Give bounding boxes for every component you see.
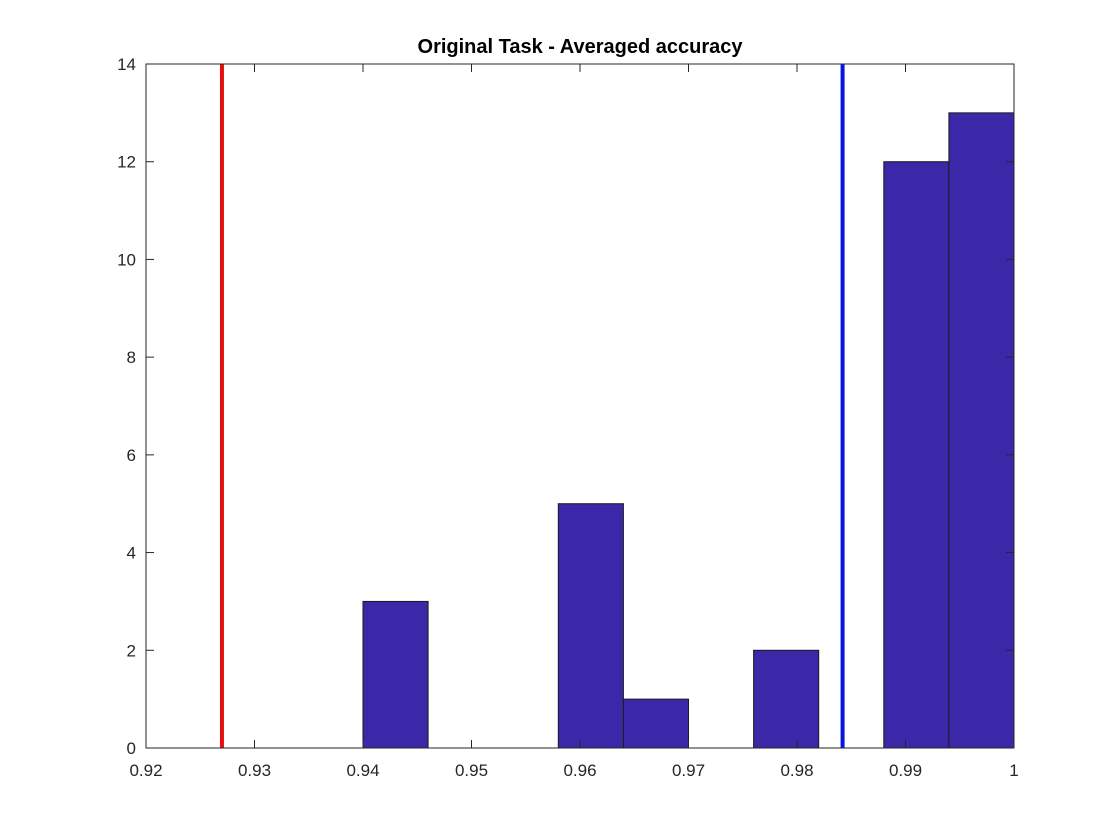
chart-title: Original Task - Averaged accuracy [417,36,743,58]
y-tick-label: 8 [127,348,136,367]
y-tick-label: 10 [117,250,136,269]
histogram-bar-6 [753,649,820,749]
y-tick-label: 14 [117,55,136,74]
y-tick-label: 12 [117,153,136,172]
x-tick-label: 0.97 [672,761,705,780]
x-tick-label: 0.92 [129,761,162,780]
histogram-bar-4 [622,698,690,749]
y-tick-label: 6 [127,446,136,465]
histogram-bar-0 [362,600,429,749]
y-tick-label: 4 [127,544,136,563]
x-tick-label: 0.98 [780,761,813,780]
histogram-bar-8 [883,161,950,749]
y-tick-label: 2 [127,641,136,660]
x-tick-label: 0.94 [346,761,379,780]
histogram-bar-3 [557,503,624,749]
x-tick-label: 0.96 [563,761,596,780]
x-axis: 0.92 0.93 0.94 0.95 0.96 0.97 0.98 0.99 1 [129,64,1019,780]
x-tick-label: 1 [1009,761,1018,780]
y-axis: 0 2 4 6 8 10 12 14 [117,55,1014,758]
histogram-bar-9 [948,112,1015,749]
x-tick-label: 0.95 [455,761,488,780]
x-tick-label: 0.99 [889,761,922,780]
reference-lines-group [219,64,845,748]
x-tick-label: 0.93 [238,761,271,780]
bars-group [362,112,1015,749]
y-tick-label: 0 [127,739,136,758]
